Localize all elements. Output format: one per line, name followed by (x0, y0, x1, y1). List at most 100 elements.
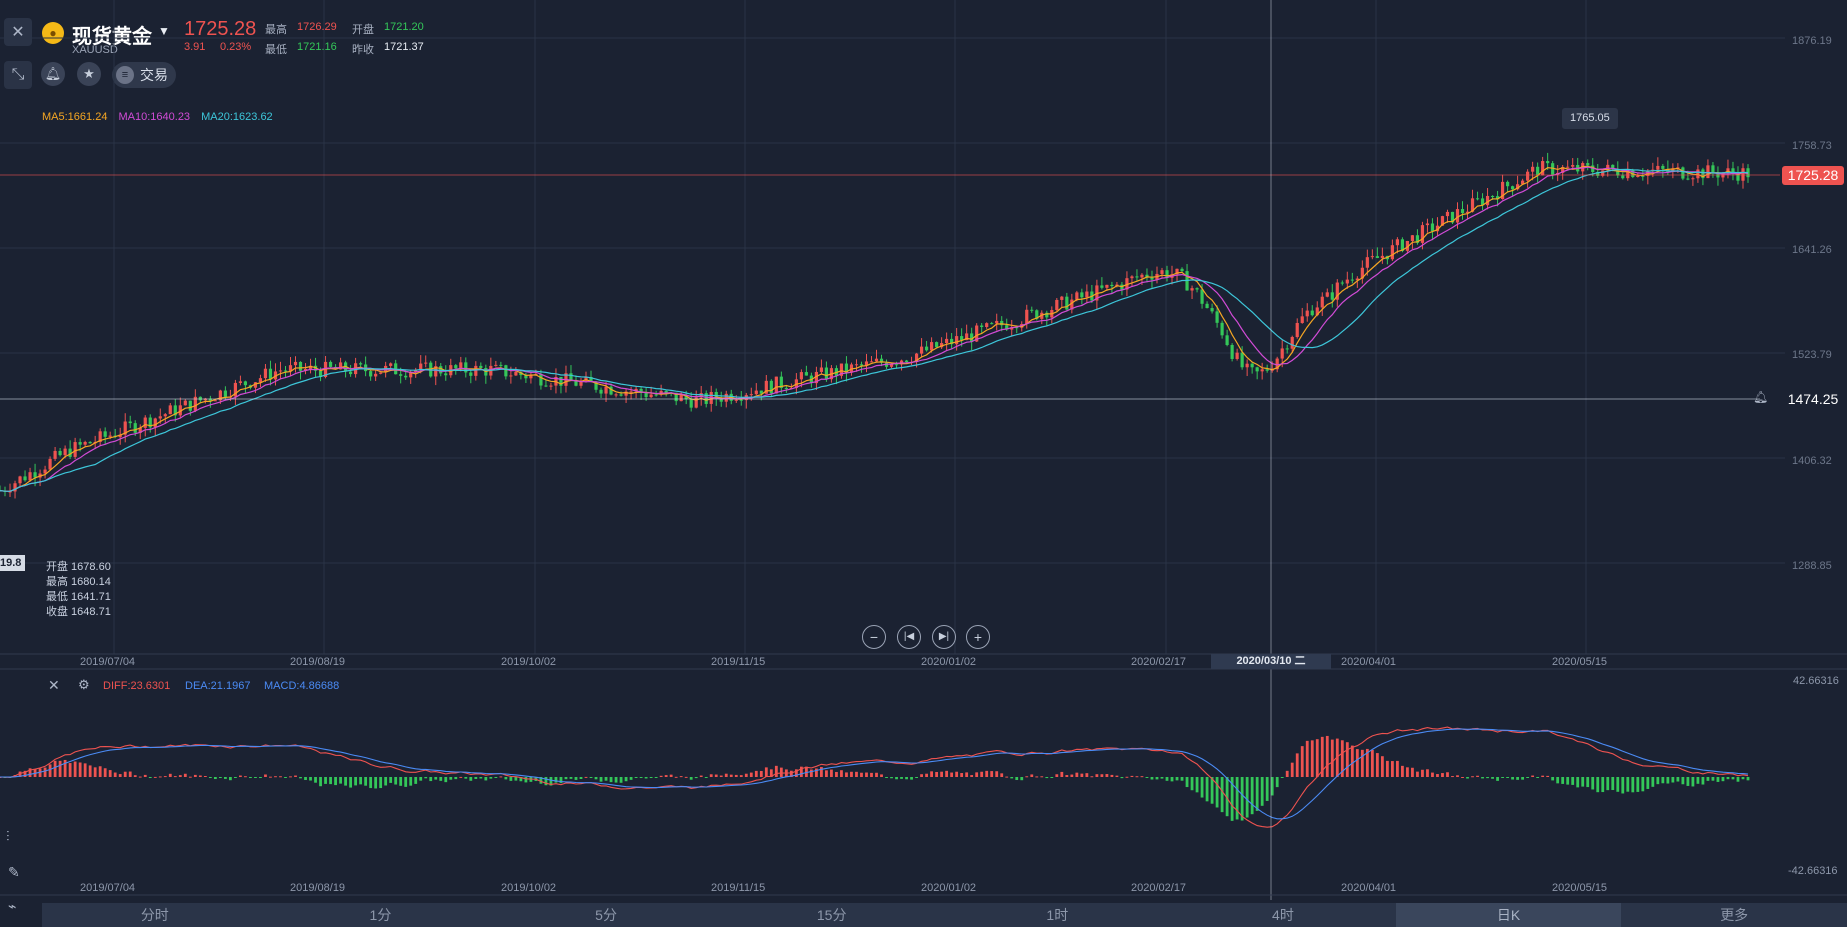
candle-body (163, 414, 167, 417)
kline-chart[interactable] (0, 0, 1847, 900)
macd-bar (769, 769, 773, 777)
candle-body (1405, 241, 1410, 251)
macd-bar (584, 776, 588, 778)
draw-pen-icon[interactable]: ✎ (8, 864, 20, 880)
bell-icon[interactable]: 🔔︎ (41, 62, 65, 86)
tab-timeframe[interactable]: 15分 (816, 907, 847, 923)
candle-body (318, 370, 323, 378)
candle-body (1140, 274, 1144, 278)
trade-button[interactable]: ≡ 交易 (112, 62, 176, 88)
macd-bar (1591, 777, 1595, 790)
candle-body (1200, 289, 1204, 304)
macd-bar (1531, 775, 1535, 777)
tab-timeframe[interactable]: 4时 (1272, 907, 1294, 923)
settings-icon[interactable]: ⚙ (78, 677, 90, 692)
jump-end-icon[interactable]: ▶| (932, 625, 956, 649)
macd-bar (890, 777, 893, 779)
candle-body (1305, 310, 1309, 317)
price-tick: 1641.26 (1792, 244, 1832, 256)
candle-body (223, 390, 227, 397)
macd-bar (739, 775, 743, 777)
macd-bar (254, 777, 257, 778)
macd-bar (269, 776, 272, 778)
candle-body (859, 364, 864, 366)
macd-bar (1726, 777, 1730, 780)
candle-body (1676, 167, 1680, 169)
tab-timeframe[interactable]: 5分 (595, 907, 617, 923)
macd-bar (68, 763, 72, 777)
candle-body (749, 394, 753, 396)
candle-body (1025, 309, 1029, 325)
macd-bar (1676, 777, 1680, 782)
candle-body (1035, 310, 1039, 319)
candle-body (1205, 303, 1209, 309)
indicator-icon[interactable]: ⫶ (6, 828, 10, 844)
candle-body (1165, 270, 1169, 278)
macd-bar (163, 776, 167, 778)
symbol-name[interactable]: 现货黄金 (72, 26, 152, 48)
macd-bar (569, 777, 573, 779)
macd-bar (1035, 776, 1039, 778)
chart-type-icon[interactable]: ⌁ (8, 898, 17, 914)
candle-body (1686, 178, 1690, 180)
macd-bar (1205, 777, 1209, 802)
candle-body (604, 386, 608, 394)
macd-bar (915, 777, 918, 778)
shrink-icon[interactable]: ⤡ (4, 61, 32, 89)
macd-bar (1140, 776, 1144, 778)
price-tick: 1523.79 (1792, 349, 1832, 361)
candle-body (524, 375, 528, 379)
candle-body (419, 363, 423, 370)
candle-body (479, 365, 483, 369)
zoom-out-icon[interactable]: − (862, 625, 886, 649)
candle-body (569, 373, 573, 381)
close-macd-icon[interactable]: ✕ (48, 677, 60, 693)
macd-bar (93, 767, 97, 777)
tab-timeframe-active[interactable]: 日K (1395, 903, 1622, 927)
candle-body (509, 375, 513, 377)
macd-bar (183, 773, 187, 777)
candle-body (474, 365, 478, 376)
candle-body (168, 405, 172, 415)
macd-bar (1355, 749, 1359, 777)
candle-body (1706, 165, 1710, 179)
macd-bar (484, 777, 488, 781)
macd-bar (394, 777, 398, 785)
price-alert-bell-icon[interactable]: 🔔︎ (1753, 390, 1769, 404)
macd-bar (825, 770, 828, 777)
tab-timeframe-more[interactable]: 更多 (1720, 907, 1749, 923)
candle-body (599, 389, 603, 394)
macd-bar (1095, 774, 1099, 777)
macd-bar (699, 775, 703, 777)
zoom-in-icon[interactable]: + (966, 625, 990, 649)
macd-bar (1075, 772, 1079, 777)
macd-bar (624, 777, 628, 782)
tab-timeframe[interactable]: 1时 (1046, 907, 1069, 923)
date-tick: 2020/02/17 (1131, 656, 1187, 668)
macd-bar (414, 777, 418, 784)
candle-body (759, 390, 763, 394)
candle-body (68, 448, 72, 457)
macd-bar (1315, 739, 1319, 777)
tab-timeframe[interactable]: 1分 (369, 907, 392, 923)
macd-bar (193, 774, 197, 777)
macd-bar (865, 772, 868, 777)
candle-body (1601, 170, 1605, 176)
jump-start-icon[interactable]: |◀ (897, 625, 921, 649)
macd-bar (1681, 777, 1685, 785)
chevron-down-icon[interactable]: ▼ (158, 24, 170, 38)
candle-body (1075, 292, 1079, 300)
macd-bar (384, 777, 388, 786)
candle-body (243, 381, 248, 386)
macd-bar (614, 777, 618, 783)
candle-body (143, 417, 147, 428)
macd-bar (714, 774, 718, 777)
star-icon[interactable]: ★ (77, 62, 101, 86)
candle-body (960, 336, 964, 341)
close-icon[interactable]: ✕ (4, 18, 32, 46)
candle-body (589, 376, 593, 383)
candle-body (1080, 292, 1084, 298)
candle-body (83, 441, 87, 445)
macd-bar (1005, 776, 1009, 778)
tab-timeframe[interactable]: 分时 (140, 907, 169, 923)
